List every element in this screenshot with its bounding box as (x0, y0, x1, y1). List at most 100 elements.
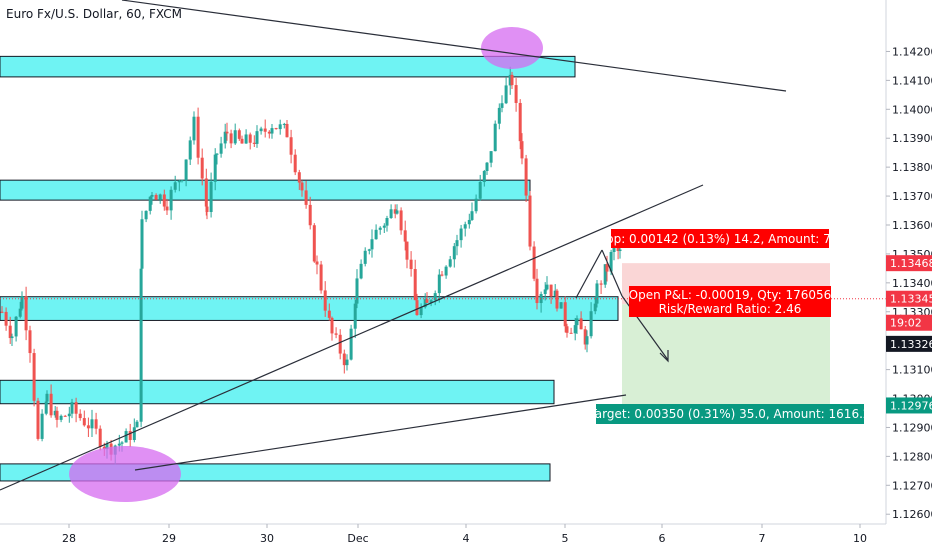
y-tick-label: 1.14200 (892, 45, 932, 58)
candle-body (180, 180, 184, 182)
candle-body (455, 240, 459, 247)
candle-body (248, 134, 252, 143)
candle-body (165, 206, 169, 211)
zone-rect (0, 379, 555, 405)
zone-rect (0, 55, 576, 78)
candle-body (605, 264, 609, 272)
candle-body (274, 128, 278, 130)
chart-title: Euro Fx/U.S. Dollar, 60, FXCM (6, 7, 182, 21)
candle-body (359, 263, 363, 279)
target-level-box (886, 397, 932, 414)
stop-level-box (886, 255, 932, 272)
candle-body (267, 131, 271, 134)
y-tick-label: 1.12900 (892, 421, 932, 434)
candle-body (177, 180, 181, 183)
candle-body (297, 172, 301, 183)
candle-body (78, 413, 82, 419)
target-level-text: 1.12976 (890, 399, 932, 412)
candle-body (82, 418, 86, 426)
candle-body (188, 140, 192, 160)
countdown-box (886, 314, 932, 331)
candle-body (535, 278, 539, 304)
candle-body (423, 299, 427, 308)
candle-body (255, 131, 259, 144)
candle-body (489, 151, 493, 163)
candle-body (120, 442, 124, 444)
candle-body (532, 246, 536, 279)
target-zone (622, 304, 830, 406)
candle-body (563, 302, 567, 327)
y-tick-label: 1.13700 (892, 190, 932, 203)
candle-body (8, 325, 12, 339)
entry-level-text: 1.13326 (890, 338, 932, 351)
candle-body (124, 431, 128, 443)
candle-body (367, 249, 371, 251)
candle-body (433, 293, 437, 301)
y-tick-label: 1.14100 (892, 74, 932, 87)
candle-body (223, 131, 227, 144)
candle-body (117, 443, 121, 446)
x-tick-label: 28 (62, 532, 76, 545)
arrow-head (659, 350, 669, 363)
candle-body (382, 225, 386, 228)
candle-body (545, 284, 549, 290)
candle-body (559, 302, 563, 309)
candle-body (363, 250, 367, 264)
y-tick-label: 1.14000 (892, 103, 932, 116)
candle-body (293, 154, 297, 173)
zone-rect (0, 296, 619, 321)
candle-body (59, 415, 63, 420)
candle-body (10, 336, 14, 339)
target-label-text: Target: 0.00350 (0.31%) 35.0, Amount: 16… (588, 407, 870, 421)
candle-body (389, 209, 393, 218)
candle-body (603, 264, 607, 285)
x-tick-label: 30 (260, 532, 274, 545)
candle-body (278, 124, 282, 130)
candle-body (504, 85, 508, 104)
time-axis: 28 29 30 Dec 4 5 6 7 10 (62, 524, 867, 545)
candle-body (539, 294, 543, 304)
candle-body (55, 410, 59, 420)
candle-body (595, 283, 599, 304)
candle-body (140, 219, 144, 269)
candle-body (14, 316, 18, 337)
candle-body (154, 194, 158, 200)
candle-body (63, 415, 67, 417)
current-price-box (886, 290, 932, 307)
candle-body (36, 400, 40, 439)
trendline (121, 0, 787, 92)
candle-body (569, 332, 573, 334)
candle-body (150, 194, 154, 197)
candle-body (215, 153, 219, 155)
candle-body (184, 159, 188, 181)
candle-body (192, 116, 196, 141)
x-tick-label: 7 (759, 532, 766, 545)
candle-body (98, 428, 102, 447)
candles (0, 66, 622, 465)
candle-body (429, 300, 433, 303)
candle-body (549, 284, 553, 297)
y-tick-label: 1.13100 (892, 364, 932, 377)
candle-body (543, 289, 547, 295)
candle-body (405, 241, 409, 260)
candle-body (263, 128, 267, 132)
candle-body (204, 178, 208, 207)
risk-reward-text: Risk/Reward Ratio: 2.46 (659, 302, 802, 316)
candle-body (205, 206, 209, 212)
zone-rect (0, 179, 531, 201)
candle-body (240, 138, 244, 144)
candle-body (452, 246, 456, 260)
candle-body (555, 290, 559, 309)
candle-body (200, 157, 204, 179)
stop-level-text: 1.13468 (890, 257, 932, 270)
candle-body (45, 393, 49, 402)
candle-body (349, 328, 353, 360)
entry-level-box (886, 335, 932, 352)
candle-body (528, 195, 532, 247)
candle-body (70, 402, 74, 414)
candle-body (437, 274, 441, 294)
candle-body (393, 209, 397, 214)
candle-body (148, 196, 152, 211)
y-tick-label: 1.12800 (892, 450, 932, 463)
candle-body (53, 410, 57, 416)
